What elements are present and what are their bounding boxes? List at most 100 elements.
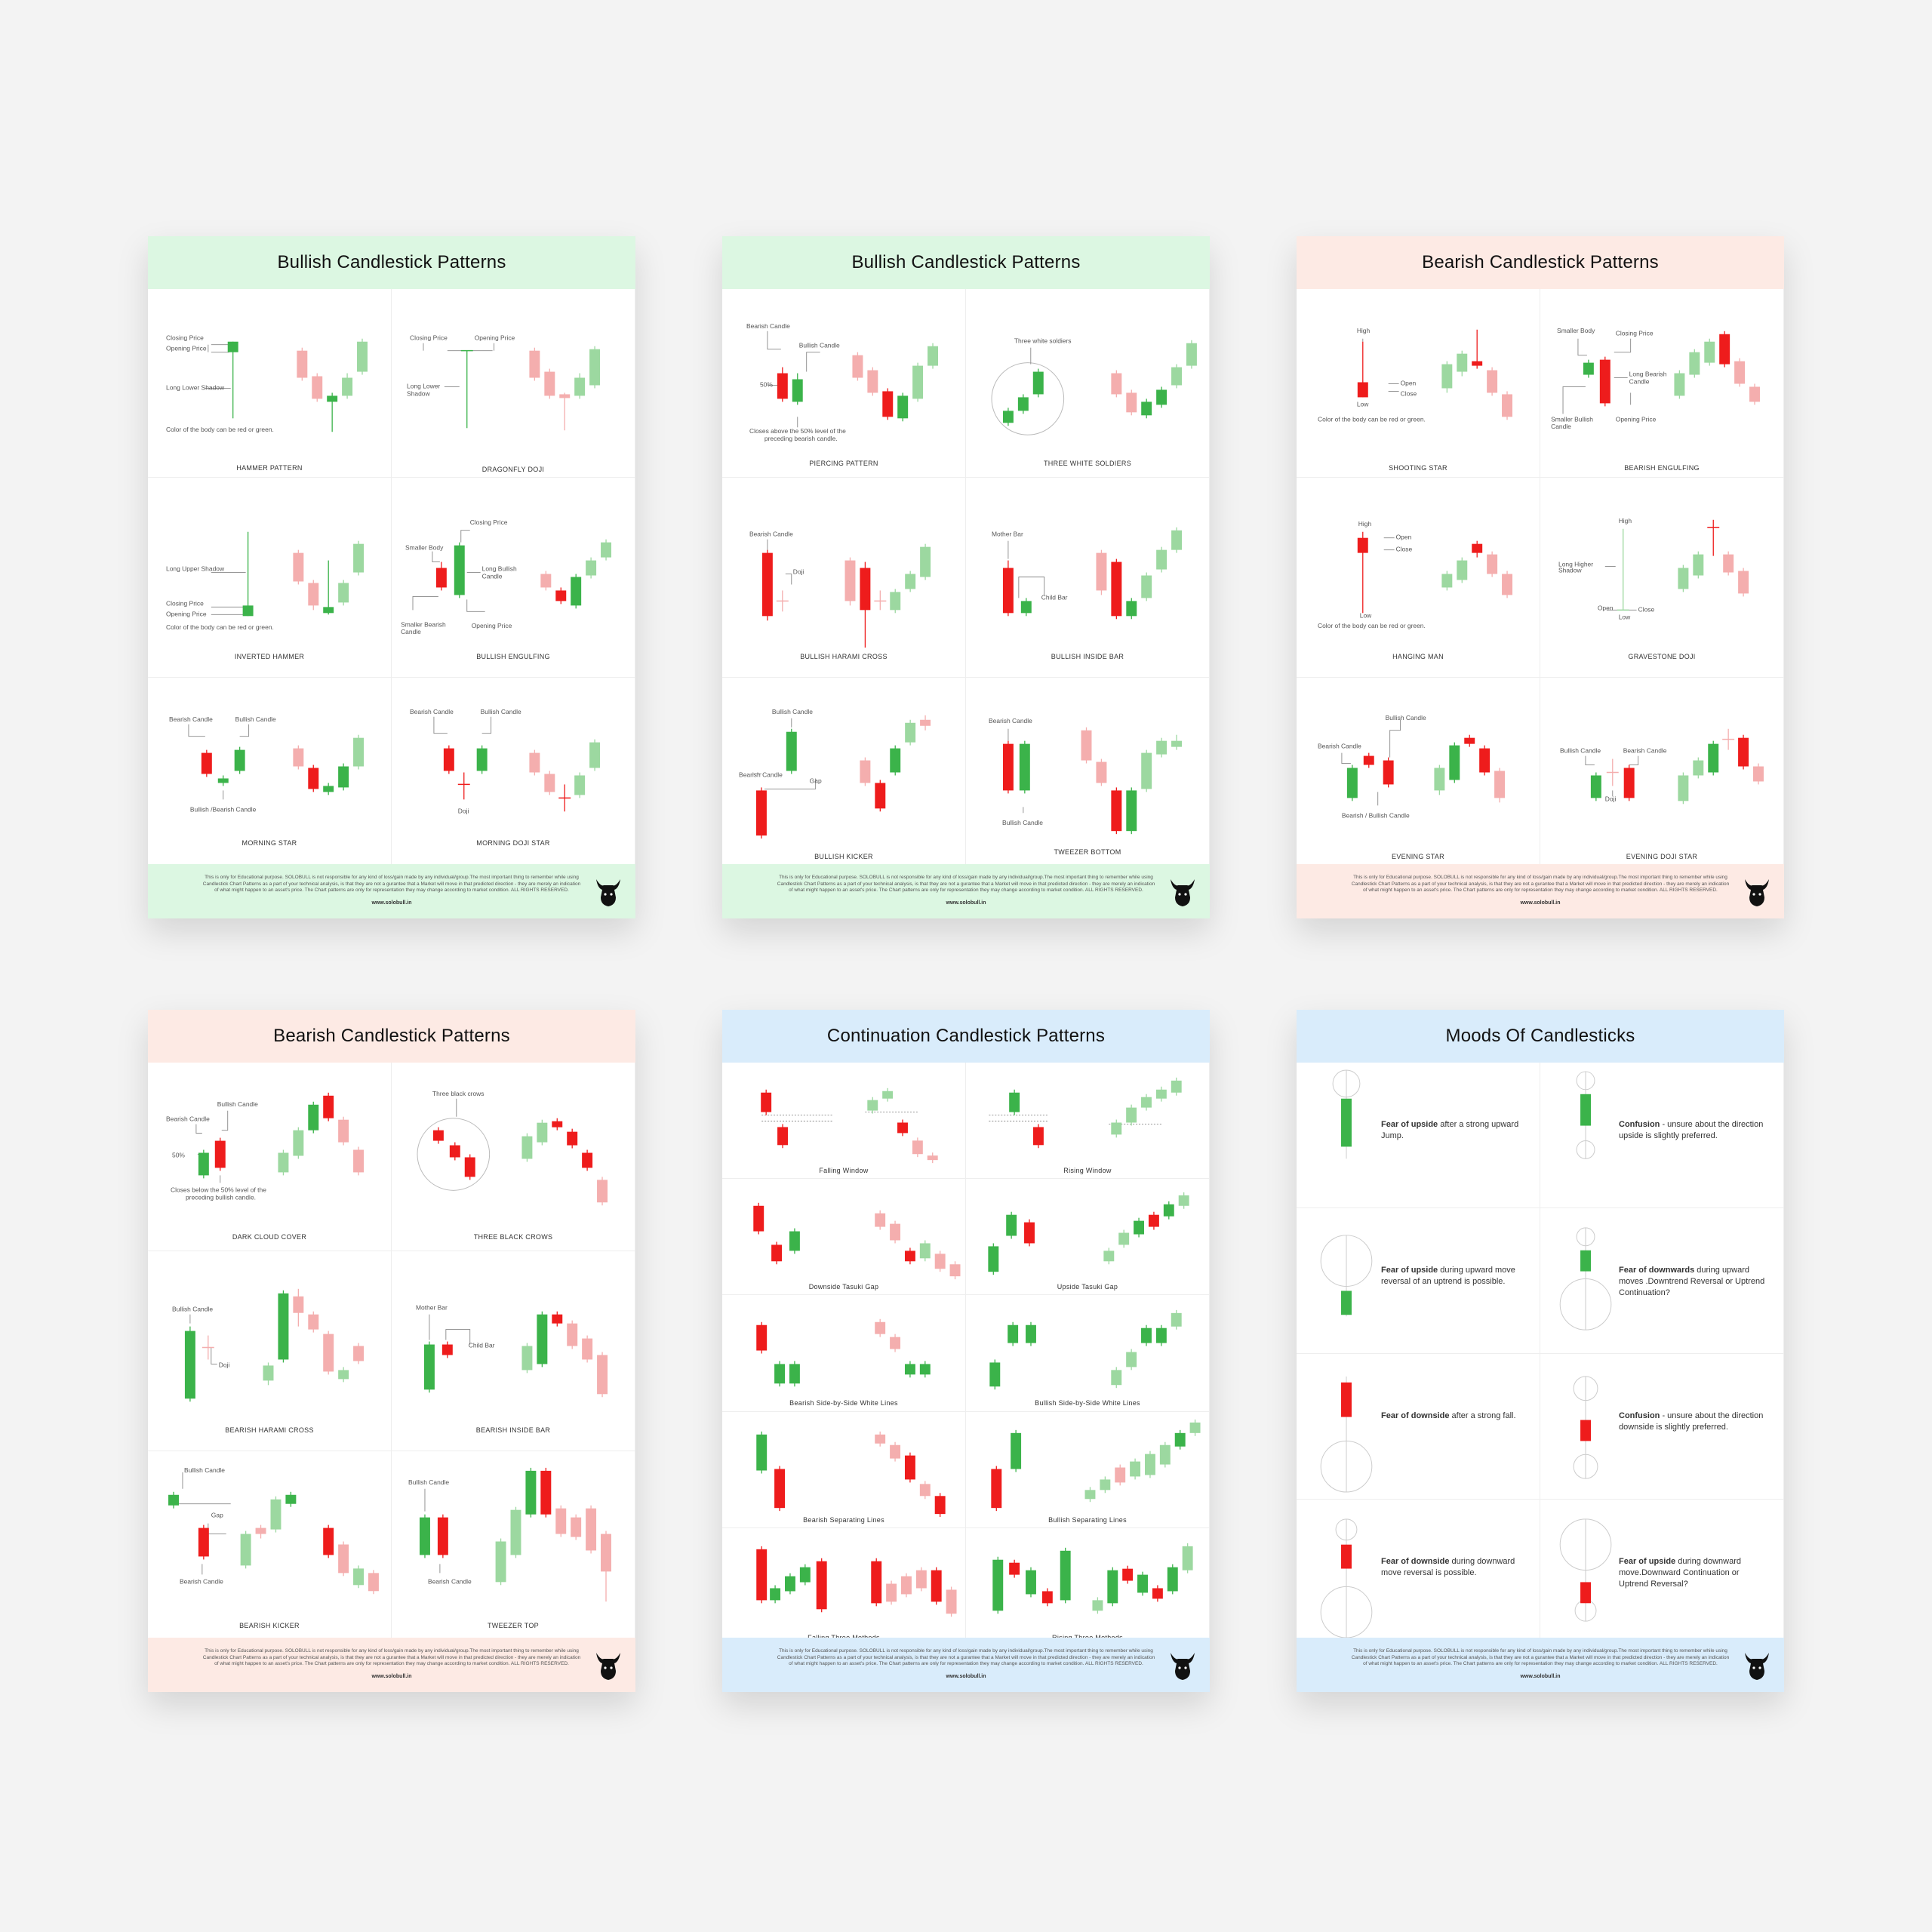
candle: [1002, 743, 1014, 791]
candle: [1174, 1432, 1186, 1447]
candle: [537, 1314, 548, 1364]
annotation-line: [785, 574, 792, 585]
poster-2: Bullish Candlestick Patterns Bearish Cand…: [722, 236, 1210, 918]
annotation-line: [460, 530, 470, 543]
candle: [435, 568, 447, 588]
pattern-illustration: [756, 1546, 957, 1617]
candle: [1704, 341, 1715, 363]
candle: [293, 1130, 304, 1156]
bull-head-icon: [1171, 1653, 1195, 1680]
candle: [949, 1264, 961, 1277]
poster-header: Bullish Candlestick Patterns: [148, 236, 635, 289]
candle: [1126, 392, 1137, 413]
candle: [586, 1508, 597, 1551]
candle: [1126, 601, 1137, 617]
mood-keyword: Confusion: [1619, 1411, 1660, 1420]
mood-description: Fear of upside during downward move.Down…: [1619, 1556, 1767, 1590]
annotation-line: [1562, 386, 1586, 414]
pattern-caption: Falling Window: [819, 1167, 869, 1174]
annotation-label: Bearish Candle: [749, 531, 793, 538]
annotation-label: Color of the body can be red or green.: [166, 426, 274, 433]
candle: [278, 1152, 289, 1173]
annotation-label: Close: [1401, 389, 1417, 397]
pattern-caption: HANGING MAN: [1392, 653, 1444, 660]
poster-header: Continuation Candlestick Patterns: [722, 1010, 1210, 1063]
pattern-illustration: High Open Close Low Color of the body can be…: [1318, 327, 1512, 423]
pattern-cell: Mother Bar Child Bar BULLISH INSIDE BAR: [966, 478, 1210, 678]
mood-cell: Fear of downside after a strong fall.: [1297, 1354, 1540, 1500]
poster-footer: This is only for Educational purpose. SO…: [148, 864, 635, 918]
website-link[interactable]: www.solobull.in: [1520, 900, 1561, 906]
candle: [905, 574, 916, 589]
poster-header: Bearish Candlestick Patterns: [1297, 236, 1784, 289]
candle: [1060, 1550, 1071, 1601]
candle: [1738, 571, 1749, 594]
website-link[interactable]: www.solobull.in: [371, 1674, 412, 1679]
pattern-illustration: Bearish Candle Bullish Candle Bearish / Bu…: [1318, 714, 1506, 819]
candle: [168, 1494, 179, 1506]
website-link[interactable]: www.solobull.in: [946, 900, 986, 906]
disclaimer-text: This is only for Educational purpose. SO…: [777, 875, 1155, 893]
website-link[interactable]: www.solobull.in: [371, 900, 412, 906]
annotation-label: Bearish Candle: [1318, 743, 1361, 750]
candle: [989, 1362, 1001, 1387]
highlight-circle: [417, 1118, 491, 1191]
annotation-label: Long Lower: [407, 382, 440, 389]
poster-title: Continuation Candlestick Patterns: [826, 1026, 1106, 1046]
annotation-label: Three white soldiers: [1014, 337, 1072, 345]
candle: [589, 349, 601, 386]
annotation-label: High: [1357, 327, 1371, 334]
annotation-label: Low: [1619, 613, 1631, 620]
pattern-caption: BULLISH HARAMI CROSS: [800, 653, 888, 660]
candle: [915, 1570, 927, 1589]
annotation-line: [195, 1124, 202, 1134]
mood-description: Fear of downside after a strong fall.: [1381, 1411, 1529, 1422]
pattern-cell: Bearish Candle Bullish Candle 50% Closes ab…: [722, 289, 966, 478]
candle: [323, 1334, 334, 1372]
mood-cell: Fear of upside after a strong upward Jum…: [1297, 1063, 1540, 1208]
annotation-label: Long Bullish: [482, 565, 517, 573]
candle: [1032, 371, 1044, 395]
pattern-cell: Three white soldiers THREE WHITE SOLDIERS: [966, 289, 1210, 478]
pattern-caption: Bullish Side-by-Side White Lines: [1035, 1399, 1140, 1407]
candle: [574, 377, 586, 396]
pattern-illustration: [1576, 1071, 1595, 1159]
pattern-cell: Bearish Candle Bullish Candle Doji MORNING …: [392, 678, 635, 865]
candle: [753, 1205, 764, 1232]
pattern-illustration: [1332, 1069, 1361, 1159]
candle: [529, 752, 540, 773]
pattern-caption: MORNING STAR: [242, 839, 297, 847]
candle: [991, 1469, 1002, 1509]
candle: [537, 1122, 548, 1143]
pattern-illustration: [756, 1318, 931, 1387]
pattern-cell: Falling Three Methods: [722, 1528, 966, 1645]
annotation-line: [1389, 719, 1401, 758]
candle: [867, 370, 878, 393]
candle: [1182, 1546, 1193, 1571]
candle: [1141, 575, 1152, 598]
candle: [342, 377, 353, 396]
mood-circle: [1573, 1376, 1598, 1401]
candle: [308, 768, 319, 789]
candle: [1009, 1562, 1020, 1575]
annotation-label: Low: [1357, 400, 1369, 408]
website-link[interactable]: www.solobull.in: [1520, 1674, 1561, 1679]
candle: [1472, 361, 1483, 366]
mood-detail: after a strong fall.: [1449, 1411, 1516, 1420]
candle: [1019, 743, 1030, 791]
candle: [1434, 768, 1445, 791]
candle: [443, 748, 454, 771]
pattern-illustration: Bearish Candle Bullish Candle 50% Closes be…: [166, 1092, 364, 1201]
candle: [905, 722, 916, 743]
annotation-line: [466, 599, 485, 612]
mood-candle-body: [1580, 1250, 1591, 1272]
candle: [1457, 353, 1468, 372]
mood-detail: during downward move.Downward Continuati…: [1619, 1556, 1742, 1589]
annotation-label: Opening Price: [475, 334, 515, 342]
pattern-illustration: [753, 1202, 961, 1280]
website-link[interactable]: www.solobull.in: [946, 1674, 986, 1679]
mood-circle: [1573, 1454, 1598, 1479]
mood-keyword: Fear of downside: [1381, 1556, 1450, 1566]
pattern-cell: Bullish Side-by-Side White Lines: [966, 1295, 1210, 1412]
disclaimer-text: This is only for Educational purpose. SO…: [1351, 1648, 1730, 1666]
